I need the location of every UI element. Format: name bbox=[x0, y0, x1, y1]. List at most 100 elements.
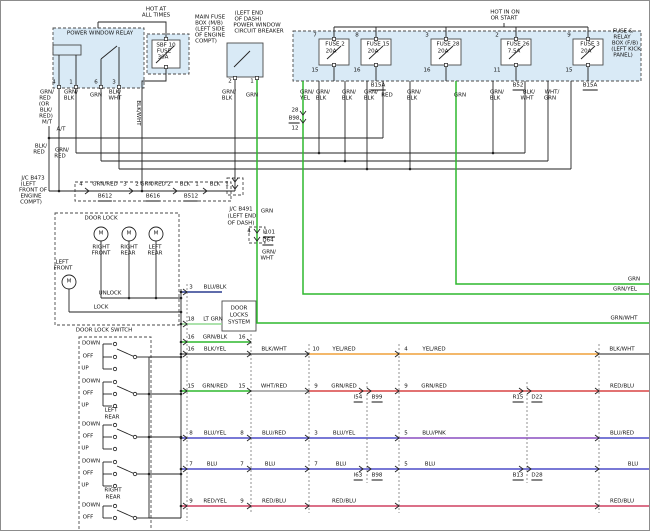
diagram-label: I54 bbox=[353, 394, 363, 403]
diagram-label: 1 bbox=[250, 78, 254, 85]
diagram-label: 9 bbox=[240, 498, 244, 505]
diagram-label: RED/BLU bbox=[262, 498, 286, 505]
diagram-label: BLU/BLK bbox=[203, 284, 227, 291]
diagram-label: 30A bbox=[157, 54, 169, 61]
diagram-label: OFF bbox=[82, 433, 94, 440]
diagram-label: FUSE 15 bbox=[366, 41, 390, 48]
diagram-label: 7 bbox=[314, 461, 318, 468]
diagram-label: DOOR bbox=[230, 305, 248, 312]
diagram-label: J/C B491 bbox=[229, 206, 253, 213]
diagram-label: UP bbox=[81, 402, 89, 409]
diagram-label: BOX (M/B) bbox=[195, 20, 223, 27]
diagram-label: RED/BLU bbox=[332, 498, 356, 505]
diagram-label: BLK bbox=[315, 95, 327, 102]
diagram-label: FUSE 2 bbox=[325, 41, 345, 48]
diagram-label: M bbox=[66, 278, 72, 285]
diagram-label: DOWN bbox=[81, 421, 101, 428]
diagram-label: YEL/RED bbox=[422, 346, 446, 353]
diagram-label: 16 bbox=[353, 67, 361, 74]
diagram-label: B98 bbox=[288, 115, 300, 124]
diagram-label: GRN/BLK bbox=[202, 334, 228, 341]
diagram-label: 16 bbox=[187, 346, 195, 353]
diagram-label: 4 bbox=[404, 346, 408, 353]
diagram-label: 5 bbox=[404, 430, 408, 437]
diagram-label: GRN/RED bbox=[421, 383, 447, 390]
diagram-label: A/T bbox=[56, 126, 66, 133]
diagram-label: RIGHT bbox=[92, 244, 110, 251]
diagram-label: 3 bbox=[189, 284, 193, 291]
diagram-label: B98 bbox=[371, 472, 383, 481]
diagram-label: BLU bbox=[264, 461, 276, 468]
diagram-label: RED bbox=[54, 153, 66, 160]
diagram-label: 3 bbox=[425, 32, 429, 39]
diagram-label: BLU/RED bbox=[610, 430, 634, 437]
diagram-label: 15 bbox=[187, 383, 195, 390]
diagram-label: (LEFT bbox=[20, 181, 36, 188]
diagram-label: 1 bbox=[69, 79, 73, 86]
diagram-label: REAR bbox=[147, 250, 163, 257]
diagram-label: POWER WINDOW bbox=[233, 22, 281, 29]
diagram-label: 1 bbox=[195, 181, 199, 188]
diagram-label: (LEFT END bbox=[234, 10, 264, 17]
diagram-label: GRN bbox=[245, 92, 259, 99]
diagram-label: 20A bbox=[325, 48, 337, 55]
diagram-label: OFF bbox=[82, 353, 94, 360]
diagram-label: RIGHT bbox=[120, 244, 138, 251]
diagram-label: 6 bbox=[94, 79, 98, 86]
diagram-label: RELAY bbox=[613, 34, 631, 41]
diagram-label: GRN/ bbox=[341, 89, 357, 96]
diagram-label: BLK bbox=[341, 95, 353, 102]
power-window-relay-title: POWER WINDOW RELAY bbox=[66, 30, 134, 37]
diagram-label: 8 bbox=[240, 430, 244, 437]
diagram-label: B99 bbox=[371, 394, 383, 403]
diagram-label: BLU/YEL bbox=[332, 430, 356, 437]
diagram-label: 4 bbox=[79, 181, 83, 188]
diagram-label: 2 bbox=[495, 32, 499, 39]
diagram-label: BLU/RED bbox=[262, 430, 286, 437]
diagram-label: GRN bbox=[89, 92, 103, 99]
diagram-label: 11 bbox=[493, 67, 501, 74]
diagram-label: 15 bbox=[311, 67, 319, 74]
diagram-label: BLK/ bbox=[34, 143, 48, 150]
diagram-label: DOWN bbox=[81, 378, 101, 385]
diagram-label: GRN/RED bbox=[331, 383, 357, 390]
diagram-label: FUSE 3 bbox=[580, 41, 600, 48]
diagram-label: M bbox=[126, 230, 132, 237]
diagram-label: D64 bbox=[262, 237, 274, 246]
diagram-label: BLK/YEL bbox=[203, 346, 227, 353]
diagram-label: SYSTEM bbox=[228, 319, 250, 326]
diagram-label: RIGHT bbox=[104, 487, 122, 494]
diagram-label: BLU bbox=[335, 461, 347, 468]
diagram-label: B15A bbox=[582, 82, 598, 91]
diagram-label: REAR bbox=[120, 250, 136, 257]
diagram-label: OF DASH) bbox=[234, 16, 262, 23]
diagram-label: BLK/ bbox=[108, 89, 122, 96]
diagram-label: DOWN bbox=[81, 458, 101, 465]
diagram-label: 7 bbox=[240, 461, 244, 468]
diagram-label: GRN/RED bbox=[202, 383, 228, 390]
diagram-label: GRN/WHT bbox=[610, 315, 638, 322]
diagram-label: YEL bbox=[300, 95, 310, 102]
diagram-label: RED/BLU bbox=[610, 498, 634, 505]
diagram-label: M bbox=[153, 230, 159, 237]
diagram-label: BLK/ bbox=[39, 107, 53, 114]
diagram-label: BOX (F/B) bbox=[611, 40, 639, 47]
diagram-label: 28 bbox=[291, 107, 299, 114]
diagram-label: 7 bbox=[313, 32, 317, 39]
diagram-label: RED bbox=[381, 92, 393, 99]
diagram-label: 18 bbox=[187, 316, 195, 323]
diagram-label: LEFT bbox=[55, 259, 69, 266]
diagram-label: WHT bbox=[260, 255, 274, 262]
diagram-label: GRN/ bbox=[63, 89, 79, 96]
diagram-label: GRN bbox=[627, 276, 641, 283]
diagram-label: GRN/ bbox=[299, 89, 315, 96]
diagram-label: COMPT) bbox=[20, 199, 42, 206]
diagram-label: D28 bbox=[531, 472, 543, 481]
diagram-label: 20A bbox=[437, 48, 449, 55]
diagram-label: LOCK bbox=[93, 304, 109, 311]
diagram-label: GRN/YEL bbox=[613, 286, 637, 293]
diagram-label: FRONT OF bbox=[18, 187, 48, 194]
diagram-label: B616 bbox=[145, 193, 161, 202]
